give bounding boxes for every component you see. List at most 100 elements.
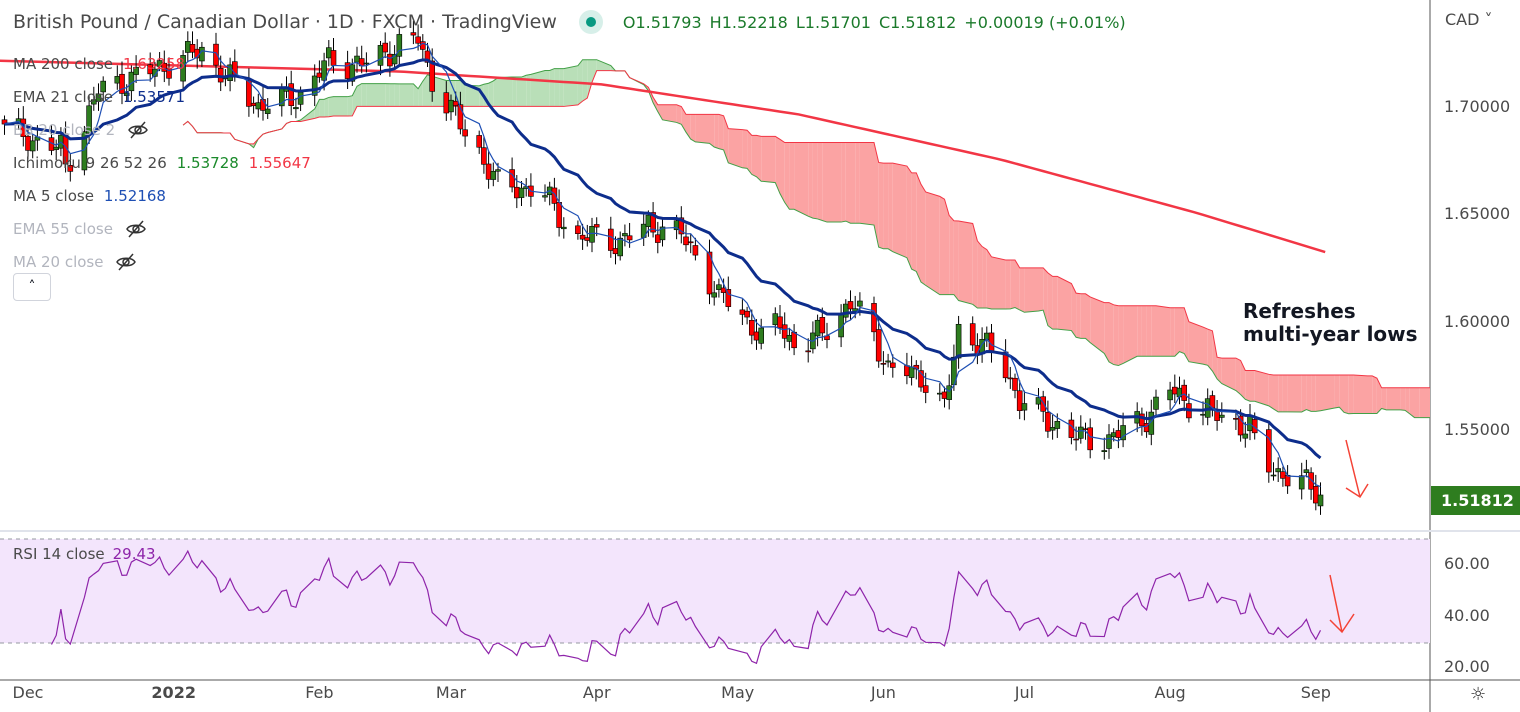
candle-body xyxy=(429,60,436,92)
candle-body xyxy=(1082,428,1089,430)
candle-body xyxy=(1,119,8,125)
ichimoku-cloud-segment xyxy=(319,99,325,118)
ichimoku-cloud-segment xyxy=(780,139,785,203)
ichimoku-cloud-segment xyxy=(1015,259,1020,310)
candle-body xyxy=(1317,494,1324,507)
candle-body xyxy=(748,319,755,336)
ichimoku-cloud-segment xyxy=(455,80,461,107)
candle-body xyxy=(1016,390,1023,411)
legend-ema21[interactable]: EMA 21 close 1.53571 xyxy=(13,80,311,113)
legend-value: 1.55647 xyxy=(248,153,311,172)
settings-icon[interactable]: ☼ xyxy=(1470,684,1487,705)
ichimoku-cloud-segment xyxy=(1400,387,1406,411)
ichimoku-cloud-segment xyxy=(878,162,884,249)
ichimoku-cloud-segment xyxy=(545,70,550,107)
candle xyxy=(396,28,403,67)
ichimoku-cloud-segment xyxy=(1151,305,1156,357)
candle-body xyxy=(1153,396,1159,410)
ichimoku-cloud-segment xyxy=(841,142,846,223)
candle-body xyxy=(1087,427,1093,451)
ichimoku-cloud-segment xyxy=(366,83,381,107)
legend-ma20[interactable]: MA 20 close xyxy=(13,245,311,278)
rsi-legend[interactable]: RSI 14 close 29.43 xyxy=(13,545,156,563)
ichimoku-cloud-segment xyxy=(1203,327,1208,366)
candle xyxy=(871,296,877,342)
annotation-text: Refreshes multi-year lows xyxy=(1243,299,1418,346)
candle xyxy=(1270,462,1277,481)
candle xyxy=(1012,373,1018,399)
ichimoku-cloud-segment xyxy=(1372,375,1377,414)
candle xyxy=(1087,418,1093,459)
eye-off-icon[interactable] xyxy=(125,220,147,238)
candle-body xyxy=(1172,386,1178,395)
candle-body xyxy=(560,226,567,230)
candle xyxy=(885,353,891,368)
x-tick: Jun xyxy=(870,683,896,702)
legend-ma5[interactable]: MA 5 close 1.52168 xyxy=(13,179,311,212)
candle-body xyxy=(711,292,718,298)
eye-off-icon[interactable] xyxy=(127,121,149,139)
candle-body xyxy=(1275,468,1281,473)
candle xyxy=(481,136,487,174)
ichimoku-cloud-segment xyxy=(1245,370,1250,402)
candle-body xyxy=(1298,475,1305,490)
candle xyxy=(513,175,520,209)
candle-body xyxy=(152,68,158,77)
ichimoku-cloud-segment xyxy=(874,142,879,248)
candle xyxy=(556,189,562,237)
candle xyxy=(1045,400,1051,438)
legend-ma200[interactable]: MA 200 close 1.63258 xyxy=(13,47,311,80)
candle xyxy=(189,31,196,59)
candle xyxy=(429,48,436,102)
ichimoku-cloud-segment xyxy=(676,104,682,125)
candle-body xyxy=(311,75,318,96)
candle xyxy=(316,60,323,83)
ichimoku-cloud-segment xyxy=(314,99,320,119)
candle-body xyxy=(908,366,915,378)
candle-body xyxy=(29,140,36,152)
legend-value: 1.63258 xyxy=(123,54,186,73)
rsi-tick: 60.00 xyxy=(1444,554,1490,573)
candle-body xyxy=(1007,377,1014,380)
candle-body xyxy=(814,319,821,337)
candle-body xyxy=(1242,433,1249,439)
candle xyxy=(448,94,454,121)
market-status-icon xyxy=(578,10,603,34)
candle-body xyxy=(753,331,760,341)
symbol-title[interactable]: British Pound / Canadian Dollar · 1D · F… xyxy=(13,11,557,33)
eye-off-icon[interactable] xyxy=(115,253,137,271)
candle-body xyxy=(781,324,788,339)
legend-ema55[interactable]: EMA 55 close xyxy=(13,212,311,245)
y-tick: 1.60000 xyxy=(1444,312,1511,331)
candle-body xyxy=(1284,474,1291,487)
ichimoku-cloud-segment xyxy=(742,129,748,169)
ichimoku-cloud-segment xyxy=(906,166,912,270)
candle xyxy=(687,233,694,254)
ichimoku-cloud-segment xyxy=(728,128,743,168)
candle xyxy=(880,351,887,375)
candle xyxy=(288,70,295,116)
ichimoku-cloud-segment xyxy=(526,74,531,107)
collapse-legend-button[interactable]: ˄ xyxy=(13,273,51,301)
low-value: L1.51701 xyxy=(795,12,871,32)
candle xyxy=(955,315,962,369)
ichimoku-cloud-segment xyxy=(1376,378,1382,414)
ichimoku-span-a xyxy=(182,59,1430,419)
ichimoku-cloud-segment xyxy=(460,80,466,107)
ichimoku-cloud-segment xyxy=(1104,302,1109,362)
ohlc-values: O1.51793 H1.52218 L1.51701 C1.51812 +0.00019… xyxy=(623,13,1134,32)
candle-body xyxy=(325,47,332,59)
currency-selector[interactable]: CAD ˅ xyxy=(1445,10,1493,29)
legend-bb20[interactable]: BB 20 close 2 xyxy=(13,113,311,146)
legend-ichimoku[interactable]: Ichimoku 9 26 52 26 1.53728 1.55647 xyxy=(13,146,311,179)
candle-body xyxy=(349,64,356,82)
candle xyxy=(720,278,727,304)
ichimoku-cloud-segment xyxy=(747,130,752,175)
ichimoku-cloud-segment xyxy=(1311,374,1316,412)
candle xyxy=(1266,421,1272,483)
ichimoku-cloud-segment xyxy=(1024,267,1039,313)
ema21-line xyxy=(4,58,1322,460)
legend-label: Ichimoku 9 26 52 26 xyxy=(13,153,167,172)
ichimoku-cloud-segment xyxy=(1184,307,1189,362)
